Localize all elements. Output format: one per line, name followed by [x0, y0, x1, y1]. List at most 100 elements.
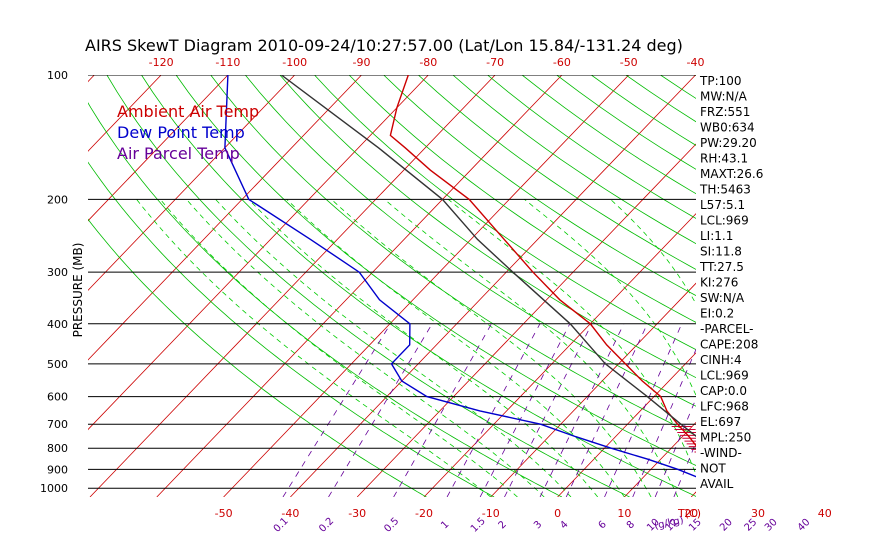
pressure-tick-label: 900	[47, 463, 68, 476]
top-temp-tick-label: -120	[149, 56, 174, 69]
pressure-tick-label: 500	[47, 358, 68, 371]
mixing-ratio-line	[632, 348, 696, 497]
top-temp-tick-label: -100	[282, 56, 307, 69]
isotherm-line	[825, 75, 870, 497]
bottom-temp-tick-label: -30	[348, 507, 366, 520]
grid-lines	[0, 75, 870, 497]
isotherm-line	[223, 75, 630, 497]
pressure-tick-label: 200	[47, 193, 68, 206]
mixing-ratio-line	[504, 323, 593, 497]
moist-adiabat-line	[215, 199, 572, 497]
top-temp-tick-label: -70	[486, 56, 504, 69]
mixing-ratio-label: 0.2	[317, 516, 336, 535]
stability-index: LCL:969	[700, 369, 749, 383]
legend-entry: Air Parcel Temp	[117, 144, 240, 163]
top-temp-tick-label: -110	[215, 56, 240, 69]
mixing-ratio-label: 0.5	[382, 516, 401, 535]
dry-adiabat-line	[279, 75, 696, 379]
legend-entry: Ambient Air Temp	[117, 102, 259, 121]
mixing-ratio-line	[328, 323, 433, 497]
stability-index: CAPE:208	[700, 338, 758, 352]
stability-index: KI:276	[700, 276, 738, 290]
isotherm-line	[0, 75, 28, 497]
isotherm-line	[423, 213, 696, 497]
isotherm-line	[88, 75, 296, 291]
stability-index: LFC:968	[700, 400, 749, 414]
stability-index: EL:697	[700, 415, 741, 429]
series-line-3	[280, 75, 696, 438]
bottom-temp-tick-label: -10	[482, 507, 500, 520]
stability-index: -PARCEL-	[700, 322, 754, 336]
isotherm-line	[356, 143, 696, 497]
pressure-tick-label: 600	[47, 391, 68, 404]
top-temp-tick-label: -50	[620, 56, 638, 69]
stability-index: MPL:250	[700, 431, 751, 445]
dry-adiabat-line	[452, 75, 696, 245]
dry-adiabat-line	[764, 75, 870, 497]
mixing-ratio-label: 1	[439, 519, 451, 531]
stability-index: FRZ:551	[700, 105, 750, 119]
mixing-ratio-label: 40	[796, 517, 813, 534]
moist-adiabat-line	[448, 199, 696, 476]
moist-adiabat-line	[768, 199, 812, 497]
dry-adiabat-line	[418, 75, 696, 270]
mixing-ratio-line	[806, 324, 861, 497]
moist-adiabat-line	[186, 199, 545, 497]
top-temp-tick-label: -60	[553, 56, 571, 69]
mixing-ratio-line	[753, 324, 814, 497]
dry-adiabat-line	[88, 161, 495, 497]
bottom-temp-tick-label: -50	[215, 507, 233, 520]
stability-index: TT:27.5	[699, 260, 744, 274]
series-line-1	[389, 75, 696, 447]
bottom-temp-tick-label: 10	[617, 507, 631, 520]
legend-entry: Dew Point Temp	[117, 123, 245, 142]
mixing-ratio-label: 30	[763, 517, 780, 534]
moist-adiabat-line	[826, 199, 838, 497]
stability-index: CAP:0.0	[700, 384, 747, 398]
mixing-ratio-line	[773, 324, 832, 497]
mixing-ratio-label: 3	[532, 519, 544, 531]
isotherm-line	[88, 75, 429, 431]
bottom-temp-tick-label: 30	[751, 507, 765, 520]
mixing-ratio-line	[479, 323, 571, 497]
dry-adiabat-line	[521, 75, 696, 195]
moist-adiabat-line	[136, 199, 492, 497]
stability-index: TH:5463	[699, 183, 751, 197]
stability-index: MAXT:26.6	[700, 167, 763, 181]
moist-adiabat-line	[286, 199, 625, 497]
stability-index: WB0:634	[700, 121, 755, 135]
moist-adiabat-line	[160, 199, 518, 497]
stability-index: RH:43.1	[700, 152, 748, 166]
bottom-temp-tick-label: -40	[281, 507, 299, 520]
chart-title: AIRS SkewT Diagram 2010-09-24/10:27:57.0…	[85, 36, 683, 55]
bottom-temp-tick-label: 0	[554, 507, 561, 520]
pressure-tick-label: 100	[47, 69, 68, 82]
mixing-ratio-line	[539, 323, 625, 497]
y-axis-label: PRESSURE (MB)	[71, 243, 85, 338]
legend: Ambient Air Temp Dew Point Temp Air Parcel…	[117, 102, 259, 163]
top-temp-tick-label: -40	[687, 56, 705, 69]
mixing-ratio-label: 6	[597, 519, 609, 531]
isotherm-line	[89, 75, 496, 497]
isotherm-line	[156, 75, 563, 497]
stability-index: LI:1.1	[700, 229, 733, 243]
stability-index: -WIND-	[700, 446, 742, 460]
mixing-ratio-line	[446, 323, 541, 497]
stability-index: PW:29.20	[700, 136, 757, 150]
dry-adiabat-line	[141, 75, 696, 497]
dry-adiabat-line	[348, 75, 696, 323]
mixing-ratio-line	[565, 323, 648, 497]
pressure-tick-label: 700	[47, 418, 68, 431]
stability-index: AVAIL	[700, 477, 734, 491]
pressure-tick-label: 400	[47, 318, 68, 331]
series-line-2	[224, 75, 696, 478]
dry-adiabat-line	[88, 102, 563, 497]
stability-index: LCL:969	[700, 214, 749, 228]
pressure-tick-label: 800	[47, 442, 68, 455]
stability-index: CINH:4	[700, 353, 742, 367]
dry-adiabat-line	[799, 75, 870, 497]
isotherm-line	[490, 282, 696, 497]
top-temp-tick-label: -90	[353, 56, 371, 69]
mixing-ratio-line	[282, 323, 391, 497]
